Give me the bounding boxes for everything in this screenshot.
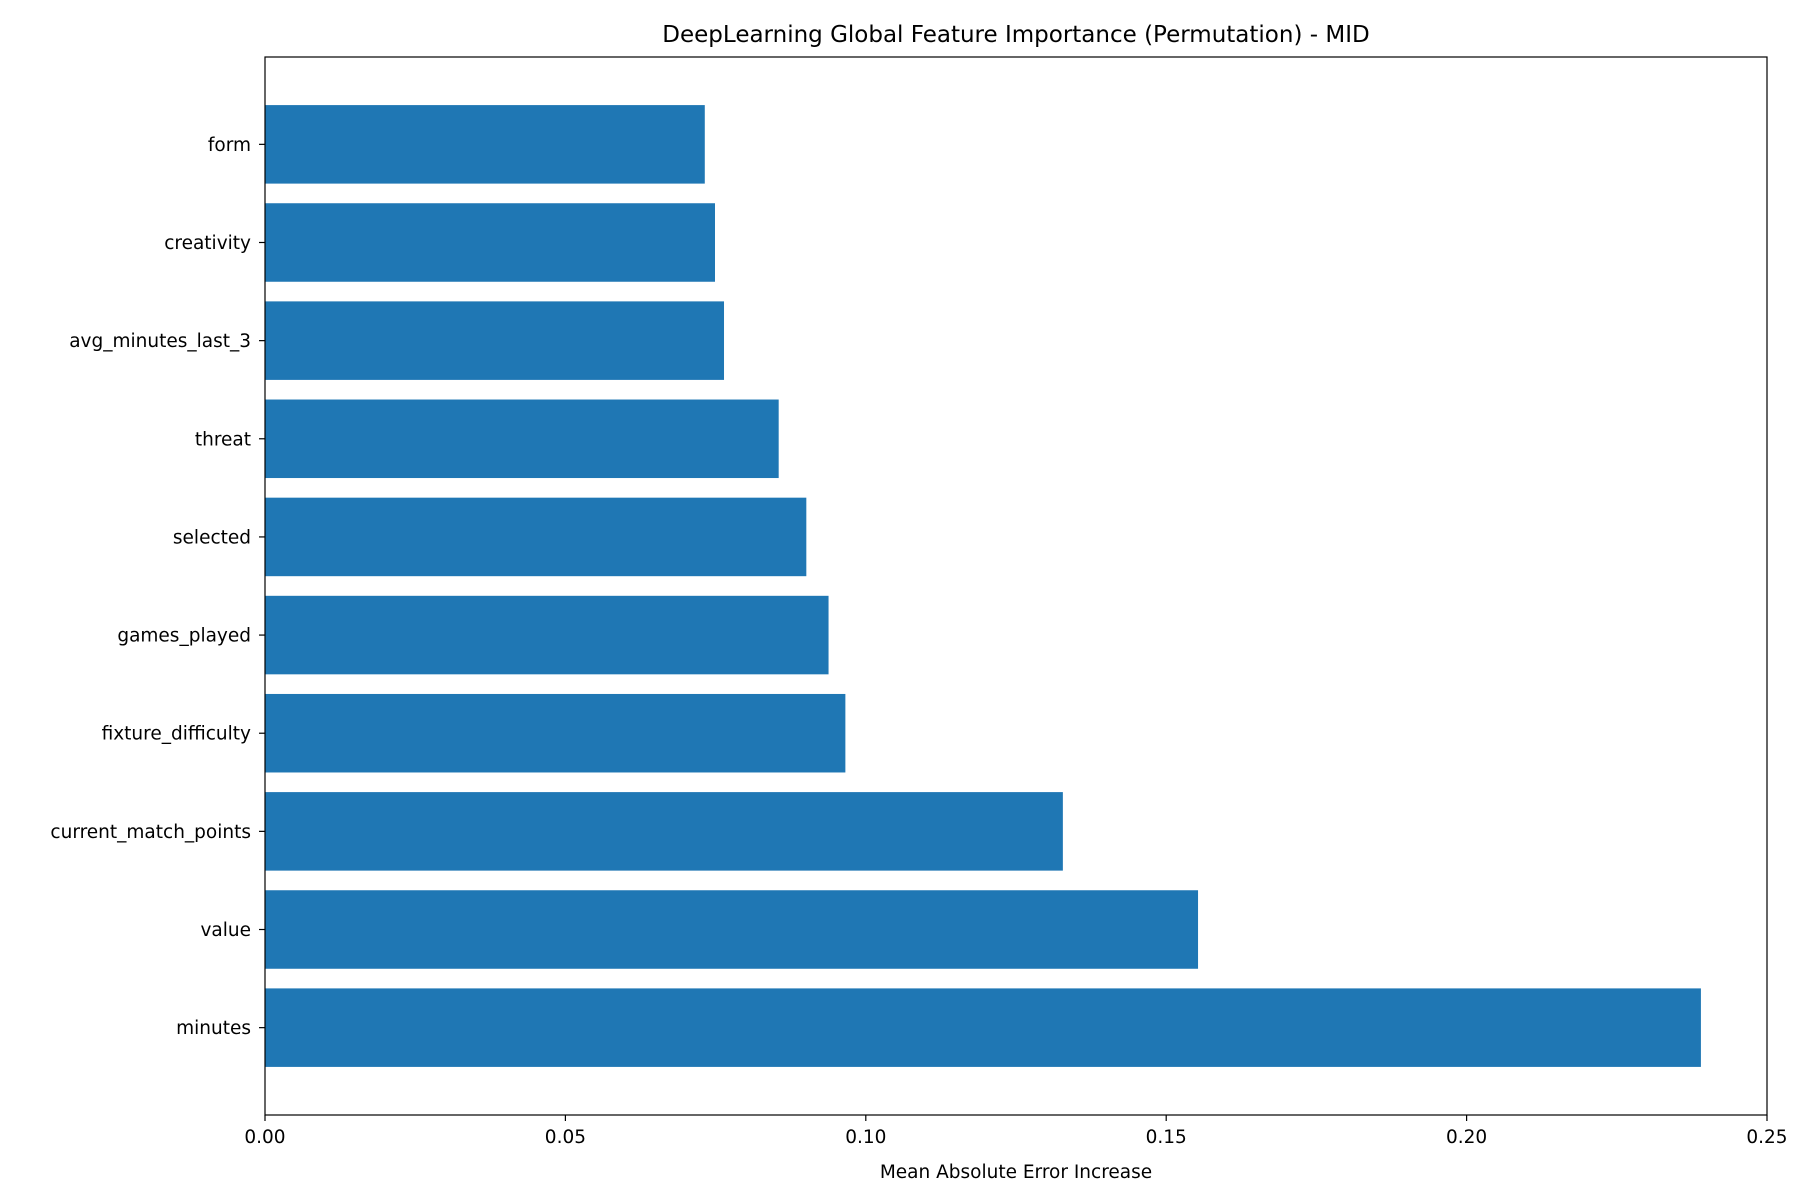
bars-group <box>265 105 1701 1067</box>
x-tick-label: 0.05 <box>545 1127 586 1148</box>
y-tick-label: minutes <box>176 1018 251 1039</box>
y-tick-label: avg_minutes_last_3 <box>69 331 251 352</box>
y-tick-label: form <box>208 135 251 156</box>
x-axis-ticks: 0.00 0.05 0.10 0.15 0.20 0.25 <box>244 1115 1788 1148</box>
y-tick-label: games_played <box>117 626 251 647</box>
x-tick-label: 0.00 <box>244 1127 285 1148</box>
bar-threat <box>265 399 779 479</box>
bar-creativity <box>265 203 715 282</box>
y-tick-label: threat <box>195 429 251 450</box>
y-axis-ticks: minutes value current_match_points fixture_… <box>50 135 265 1039</box>
bar-fixture-difficulty <box>265 693 846 773</box>
bar-avg-minutes-last-3 <box>265 301 725 380</box>
bar-form <box>265 105 705 184</box>
bar-minutes <box>265 988 1701 1067</box>
y-tick-label: current_match_points <box>50 822 251 843</box>
bar-value <box>265 890 1199 969</box>
x-tick-label: 0.10 <box>845 1127 886 1148</box>
y-tick-label: fixture_difficulty <box>102 724 251 745</box>
y-tick-label: selected <box>173 527 251 548</box>
x-tick-label: 0.20 <box>1446 1127 1487 1148</box>
plot-area-frame <box>264 56 1768 1116</box>
y-tick-label: value <box>200 920 251 941</box>
x-tick-label: 0.15 <box>1146 1127 1187 1148</box>
bar-current-match-points <box>265 792 1063 871</box>
chart-title: DeepLearning Global Feature Importance (… <box>662 22 1369 48</box>
x-tick-label: 0.25 <box>1746 1127 1787 1148</box>
bar-selected <box>265 497 807 577</box>
x-axis-label: Mean Absolute Error Increase <box>880 1162 1152 1183</box>
bar-games-played <box>265 595 829 675</box>
y-tick-label: creativity <box>164 233 251 254</box>
